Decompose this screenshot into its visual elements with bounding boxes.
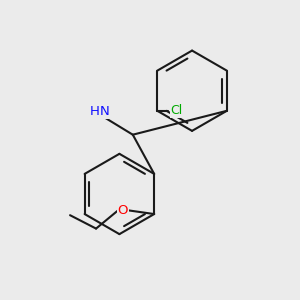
- Text: N: N: [100, 105, 110, 118]
- Text: H: H: [90, 105, 100, 118]
- Text: Cl: Cl: [170, 104, 182, 117]
- Text: O: O: [118, 204, 128, 217]
